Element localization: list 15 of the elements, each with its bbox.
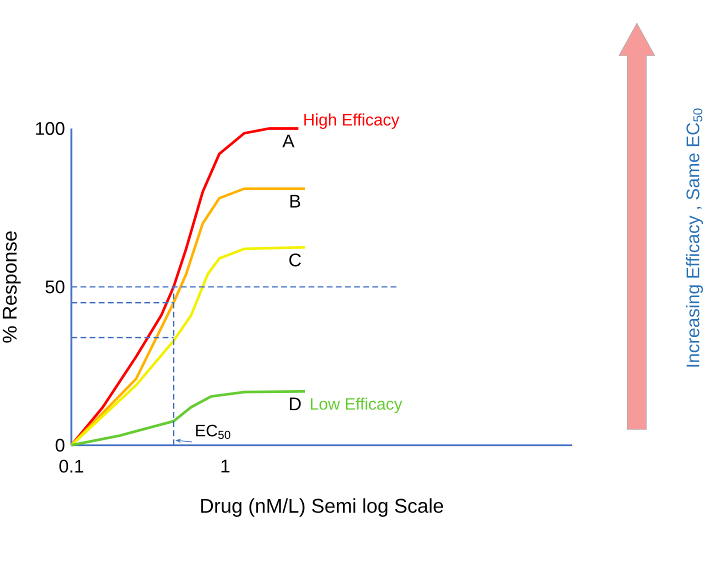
annotation: High Efficacy [304,114,400,130]
y-tick-label: 50 [46,280,64,294]
y-tick-label: 0 [56,438,64,452]
ref-line-label: EC$_{50}$ [196,424,230,440]
text: Increasing Efficacy , Same EC$_{50}$ [686,108,703,367]
series-label: C [289,254,301,267]
series-label: B [290,195,300,208]
y-axis-title: % Response [2,232,21,343]
series-label: A [282,134,294,148]
series-label: D [290,398,301,410]
y-tick-label: 100 [36,122,64,136]
annotation: Low Efficacy [310,398,402,414]
x-tick-label: 1 [222,460,230,473]
x-tick-label: 0.1 [59,460,84,473]
x-axis-title: Drug (nM/L) Semi log Scale [201,498,444,518]
